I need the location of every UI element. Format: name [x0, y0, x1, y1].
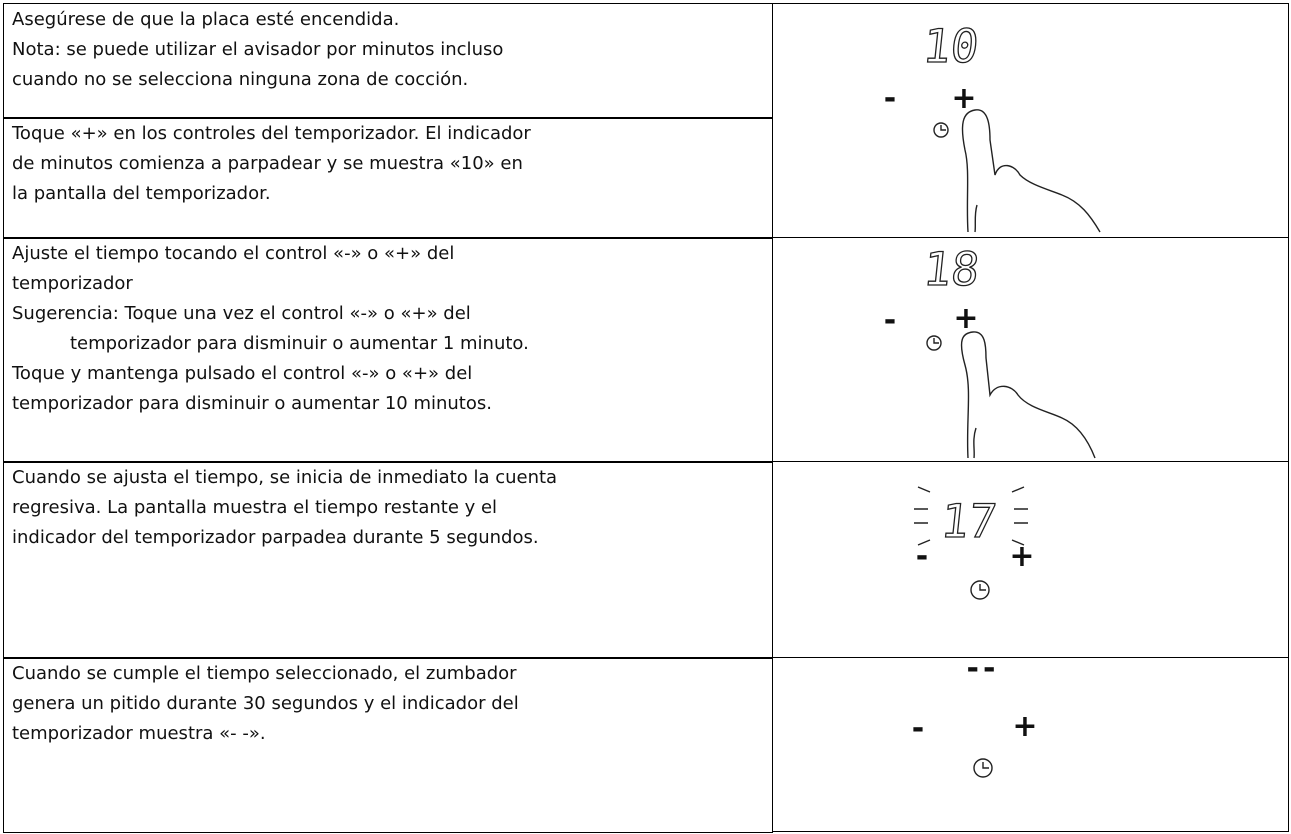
clock-hands — [982, 762, 989, 769]
display: 17 — [938, 494, 999, 548]
clock-hands — [940, 125, 946, 131]
text-line: temporizador — [12, 273, 133, 294]
text-cell: Ajuste el tiempo tocando el control «-» … — [3, 237, 773, 463]
display: 10 — [920, 19, 981, 73]
text-line: Cuando se cumple el tiempo seleccionado,… — [12, 663, 517, 684]
text-line: Asegúrese de que la placa esté encendida… — [12, 9, 400, 30]
hand — [973, 427, 977, 459]
text-line: de minutos comienza a parpadear y se mue… — [12, 153, 523, 174]
clock-hands — [979, 584, 986, 591]
text-line: genera un pitido durante 30 segundos y e… — [12, 693, 519, 714]
clock-hands — [933, 338, 939, 344]
clock-icon — [973, 758, 993, 778]
text-line: Nota: se puede utilizar el avisador por … — [12, 39, 504, 60]
hand — [961, 109, 1101, 233]
text-line: indicador del temporizador parpadea dura… — [12, 527, 539, 548]
plus: + — [953, 301, 978, 336]
text-line: la pantalla del temporizador. — [12, 183, 271, 204]
plus: + — [1009, 539, 1034, 574]
minus: - — [916, 539, 928, 574]
text-line: Toque «+» en los controles del temporiza… — [12, 123, 531, 144]
text-line: regresiva. La pantalla muestra el tiempo… — [12, 497, 498, 518]
minus: - — [884, 81, 896, 116]
text-line: temporizador para disminuir o aumentar 1… — [70, 333, 529, 354]
text-line: Ajuste el tiempo tocando el control «-» … — [12, 243, 455, 264]
text-cell: Cuando se cumple el tiempo seleccionado,… — [3, 657, 773, 833]
text-line: temporizador muestra «- -». — [12, 723, 266, 744]
text-cell: Cuando se ajusta el tiempo, se inicia de… — [3, 461, 773, 659]
plus: + — [1012, 709, 1037, 744]
text-line: Sugerencia: Toque una vez el control «-»… — [12, 303, 471, 324]
display: 18 — [921, 242, 982, 296]
clock-icon — [926, 335, 942, 351]
clock-icon — [933, 122, 949, 138]
minus: - — [912, 711, 924, 746]
hand — [974, 204, 978, 233]
text-line: temporizador para disminuir o aumentar 1… — [12, 393, 492, 414]
text-line: cuando no se selecciona ninguna zona de … — [12, 69, 469, 90]
hand — [960, 331, 1096, 459]
text-line: Toque y mantenga pulsado el control «-» … — [12, 363, 473, 384]
display: -- — [967, 651, 1000, 686]
minus: - — [884, 303, 896, 338]
text-cell: Toque «+» en los controles del temporiza… — [3, 117, 773, 239]
text-cell: Asegúrese de que la placa esté encendida… — [3, 3, 773, 119]
blink-lines — [914, 486, 1028, 546]
text-line: Cuando se ajusta el tiempo, se inicia de… — [12, 467, 558, 488]
clock-icon — [970, 580, 990, 600]
